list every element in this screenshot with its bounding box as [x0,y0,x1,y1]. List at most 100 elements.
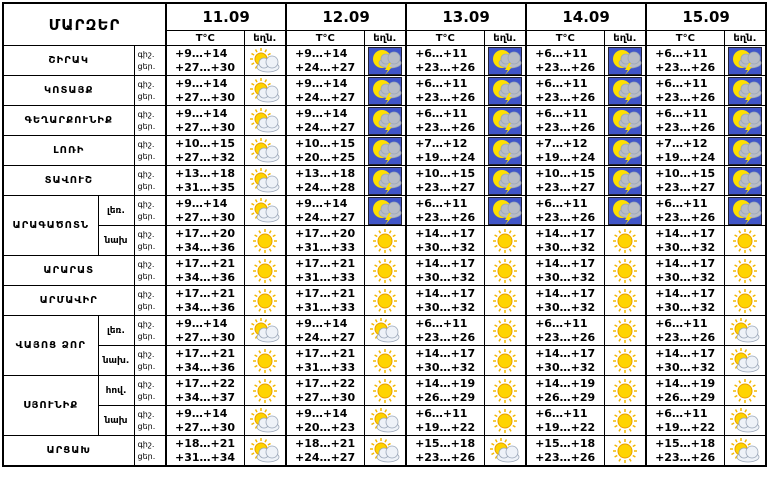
temp-cell: +10…+15 +23…+27 [645,165,725,196]
day-temp: +31…+34 [175,450,236,464]
icon-part [748,289,752,294]
night-label: գիշ. [137,169,155,179]
temp-cell: +17…+21 +34…+36 [165,255,245,286]
icon-part [734,244,738,248]
icon-part [374,274,378,278]
icon-part [738,289,741,294]
night-temp: +14…+19 [535,376,596,390]
icon-part [256,325,280,342]
temp-cell: +13…+18 +31…+35 [165,165,245,196]
day-label: ցեր. [137,181,156,191]
icon-part [377,353,393,368]
icon-part [378,247,381,252]
icon-part [748,247,752,252]
weather-icon [243,45,287,76]
icon-part [504,152,512,165]
icon-part [618,277,621,282]
icon-part [628,229,632,234]
icon-part [498,367,501,372]
icon-part [387,171,401,184]
icon-part [254,364,258,368]
icon-part [727,46,762,75]
temp-cell: +9…+14 +27…+30 [165,105,245,136]
icon-part [504,212,512,225]
icon-part [258,397,261,402]
night-temp: +6…+11 [415,46,468,60]
icon-part [265,145,279,158]
icon-part [490,442,495,446]
temp-cell: +14…+19 +26…+29 [525,375,605,406]
day-temp: +30…+32 [415,270,476,284]
icon-part [737,263,753,278]
icon-part [374,318,378,322]
day-temp: +19…+22 [655,420,716,434]
icon-part [624,62,632,75]
day-temp: +34…+37 [175,390,236,404]
night-temp: +14…+17 [415,286,476,300]
icon-part [512,394,516,398]
icon-part [628,379,632,384]
night-label: գիշ. [137,289,155,299]
icon-part [267,172,271,176]
icon-part [498,289,501,294]
icon-part [744,438,747,442]
date-header: 11.09 [165,2,287,31]
weather-icon [483,435,527,467]
weather-icon [723,375,767,406]
icon-part [618,247,621,252]
icon-part [504,92,512,105]
icon-part [492,228,517,253]
icon-part [508,337,512,342]
icon-part [618,259,621,264]
night-temp: +6…+11 [415,106,468,120]
icon-part [268,307,272,312]
day-temp: +19…+22 [535,420,596,434]
icon-part [370,412,375,416]
icon-part [747,141,761,154]
icon-part [618,409,621,414]
night-temp: +9…+14 [295,46,348,60]
weather-icon [603,195,647,226]
icon-part [738,397,741,402]
icon-part [367,136,402,165]
weather-icon [483,105,527,136]
icon-part [612,288,637,313]
icon-part [250,52,255,56]
icon-part [264,78,267,82]
weather-icon [363,225,407,256]
temp-cell: +15…+18 +23…+26 [525,435,605,467]
icon-part [737,233,753,248]
icon-part [617,263,633,278]
icon-part [268,349,272,354]
icon-part [744,92,752,105]
icon-part [267,82,271,86]
temp-cell: +6…+11 +23…+26 [645,315,725,346]
day-temp: +23…+27 [415,180,476,194]
icon-part [367,196,402,225]
icon-part [392,244,396,248]
weather-icon [363,165,407,196]
table-body: ՇԻՐԱԿ գիշ. ցեր. +9…+14 +27…+30 +9…+14 +24…+27 +… [2,45,767,467]
time-labels: գիշ. ցեր. [133,405,167,436]
icon-part [256,415,280,432]
night-temp: +14…+17 [535,346,596,360]
icon-part [729,347,760,372]
day-temp: +23…+26 [415,120,476,134]
icon-part [374,233,378,237]
icon-part [378,397,381,402]
night-temp: +6…+11 [415,316,468,330]
icon-part [267,112,271,116]
day-label: ցեր. [137,91,156,101]
icon-part [618,319,621,324]
icon-part [374,263,378,267]
day-temp: +31…+35 [175,180,236,194]
icon-part [752,304,756,308]
icon-part [738,277,741,282]
icon-part [387,201,401,214]
icon-part [377,233,393,248]
icon-part [618,427,621,432]
icon-part [374,394,378,398]
weather-icon [723,345,767,376]
icon-part [744,318,747,322]
night-temp: +10…+15 [535,166,596,180]
